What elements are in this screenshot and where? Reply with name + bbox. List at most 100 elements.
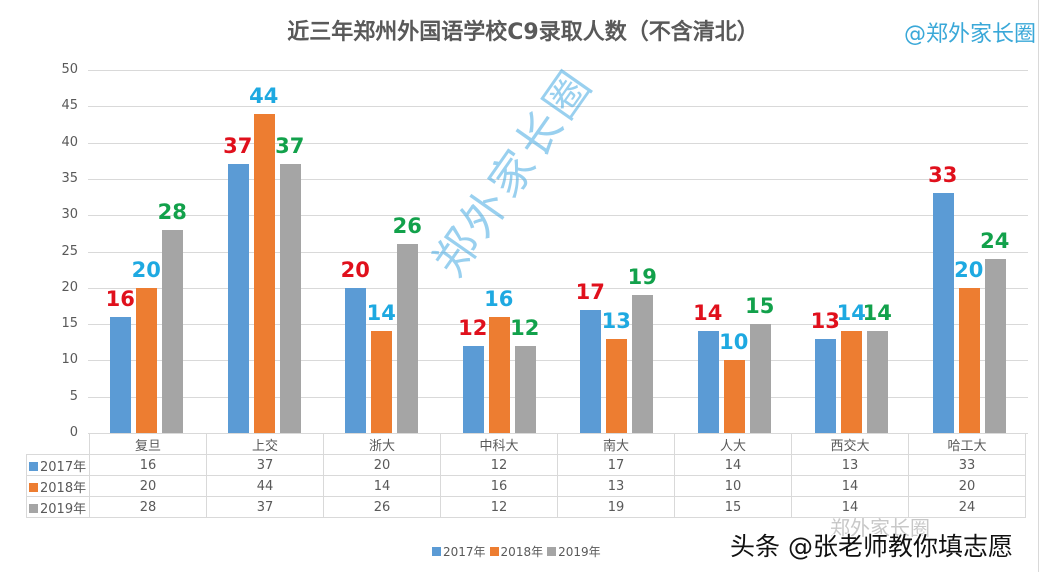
legend-label: 2018年 bbox=[500, 545, 544, 559]
table-cell: 20 bbox=[89, 475, 207, 497]
table-row: 2018年 20 44 14 16 13 10 14 20 bbox=[26, 475, 1026, 497]
data-label: 12 bbox=[510, 315, 540, 340]
gridline bbox=[88, 215, 1028, 217]
table-cell: 24 bbox=[908, 496, 1026, 518]
data-label: 20 bbox=[340, 257, 370, 282]
table-cell: 33 bbox=[908, 454, 1026, 476]
gridline bbox=[88, 324, 1028, 326]
bar-2019年-西交大 bbox=[867, 331, 889, 433]
y-tick-label: 40 bbox=[61, 134, 78, 150]
category-label: 上交 bbox=[206, 433, 324, 455]
data-label: 16 bbox=[484, 286, 514, 311]
table-cell: 16 bbox=[440, 475, 558, 497]
legend-item: 2017年 bbox=[432, 545, 486, 559]
data-label: 10 bbox=[719, 330, 749, 355]
series-row-header: 2019年 bbox=[26, 496, 90, 518]
bar-2019年-人大 bbox=[749, 324, 771, 433]
data-label: 14 bbox=[366, 301, 396, 326]
bar-2019年-南大 bbox=[632, 295, 654, 433]
category-label: 南大 bbox=[557, 433, 675, 455]
bar-2018年-上交 bbox=[253, 113, 275, 433]
gridline bbox=[88, 360, 1028, 362]
category-label: 复旦 bbox=[89, 433, 207, 455]
series-name: 2018年 bbox=[40, 480, 87, 496]
data-label: 28 bbox=[157, 199, 187, 224]
legend-swatch-icon bbox=[432, 547, 441, 556]
gridline bbox=[88, 178, 1028, 180]
category-label: 中科大 bbox=[440, 433, 558, 455]
data-label: 12 bbox=[458, 315, 488, 340]
bar-2018年-哈工大 bbox=[958, 287, 980, 433]
table-cell: 10 bbox=[674, 475, 792, 497]
legend-key-icon bbox=[29, 503, 38, 513]
legend-swatch-icon bbox=[547, 547, 557, 556]
gridline bbox=[88, 106, 1028, 108]
table-cell: 17 bbox=[557, 454, 675, 476]
data-label: 17 bbox=[575, 279, 605, 304]
y-tick-label: 5 bbox=[69, 388, 78, 404]
data-label: 15 bbox=[745, 294, 775, 319]
table-cell: 14 bbox=[323, 475, 441, 497]
data-label: 24 bbox=[980, 228, 1010, 253]
bar-2017年-中科大 bbox=[462, 345, 484, 433]
legend-label: 2017年 bbox=[443, 545, 486, 559]
table-cell: 20 bbox=[908, 475, 1026, 497]
legend-item: 2019年 bbox=[547, 545, 601, 559]
table-cell: 14 bbox=[791, 475, 909, 497]
data-label: 26 bbox=[392, 214, 422, 239]
data-label: 20 bbox=[954, 257, 984, 282]
table-cell: 12 bbox=[440, 454, 558, 476]
category-label: 浙大 bbox=[323, 433, 441, 455]
y-tick-label: 50 bbox=[61, 62, 78, 77]
bar-2017年-浙大 bbox=[345, 287, 367, 433]
gridline bbox=[88, 251, 1028, 253]
data-label: 37 bbox=[223, 134, 253, 159]
series-name: 2019年 bbox=[40, 501, 87, 517]
data-label: 44 bbox=[249, 83, 279, 108]
legend-key-icon bbox=[29, 482, 38, 492]
legend-key-icon bbox=[29, 461, 38, 471]
bar-2018年-浙大 bbox=[371, 331, 393, 433]
bar-2019年-上交 bbox=[279, 164, 301, 433]
table-cell: 13 bbox=[557, 475, 675, 497]
table-cell: 44 bbox=[206, 475, 324, 497]
y-tick-label: 45 bbox=[61, 98, 78, 114]
y-tick-label: 30 bbox=[61, 207, 78, 223]
series-row-header: 2018年 bbox=[26, 475, 90, 497]
category-label: 哈工大 bbox=[908, 433, 1026, 455]
bar-2018年-西交大 bbox=[841, 331, 863, 433]
data-label: 13 bbox=[810, 308, 840, 333]
chart-legend: 2017年 2018年 2019年 bbox=[432, 543, 605, 560]
bar-2018年-中科大 bbox=[488, 316, 510, 433]
category-label: 人大 bbox=[674, 433, 792, 455]
series-name: 2017年 bbox=[40, 459, 87, 475]
bar-2019年-哈工大 bbox=[984, 258, 1006, 433]
table-row: 2019年 28 37 26 12 19 15 14 24 bbox=[26, 496, 1026, 518]
table-cell: 26 bbox=[323, 496, 441, 518]
gridline bbox=[88, 287, 1028, 289]
data-label: 33 bbox=[928, 163, 958, 188]
table-cell: 37 bbox=[206, 454, 324, 476]
data-label: 16 bbox=[105, 286, 135, 311]
data-label: 19 bbox=[627, 265, 657, 290]
data-label: 20 bbox=[131, 257, 161, 282]
y-tick-label: 0 bbox=[69, 425, 78, 440]
legend-item: 2018年 bbox=[489, 545, 544, 559]
bar-2019年-浙大 bbox=[397, 244, 419, 433]
bar-2018年-南大 bbox=[606, 338, 628, 433]
bar-2019年-中科大 bbox=[514, 345, 536, 433]
y-tick-label: 10 bbox=[61, 352, 78, 368]
data-label: 14 bbox=[836, 301, 866, 326]
table-cell: 28 bbox=[89, 496, 207, 518]
table-cell: 20 bbox=[323, 454, 441, 476]
data-label: 14 bbox=[693, 301, 723, 326]
plot-area: 16 20 28 37 44 37 20 14 26 12 16 12 17 13 19 14 10 15 13 14… bbox=[88, 70, 1028, 434]
data-table: 复旦 上交 浙大 中科大 南大 人大 西交大 哈工大 2017年 16 37 20 12 17 14 13 33… bbox=[26, 433, 1026, 518]
bar-2018年-复旦 bbox=[136, 287, 158, 433]
table-cell: 14 bbox=[674, 454, 792, 476]
bar-2017年-复旦 bbox=[110, 316, 132, 433]
bar-2019年-复旦 bbox=[162, 229, 184, 433]
data-label: 13 bbox=[601, 308, 631, 333]
bar-2017年-南大 bbox=[580, 309, 602, 433]
